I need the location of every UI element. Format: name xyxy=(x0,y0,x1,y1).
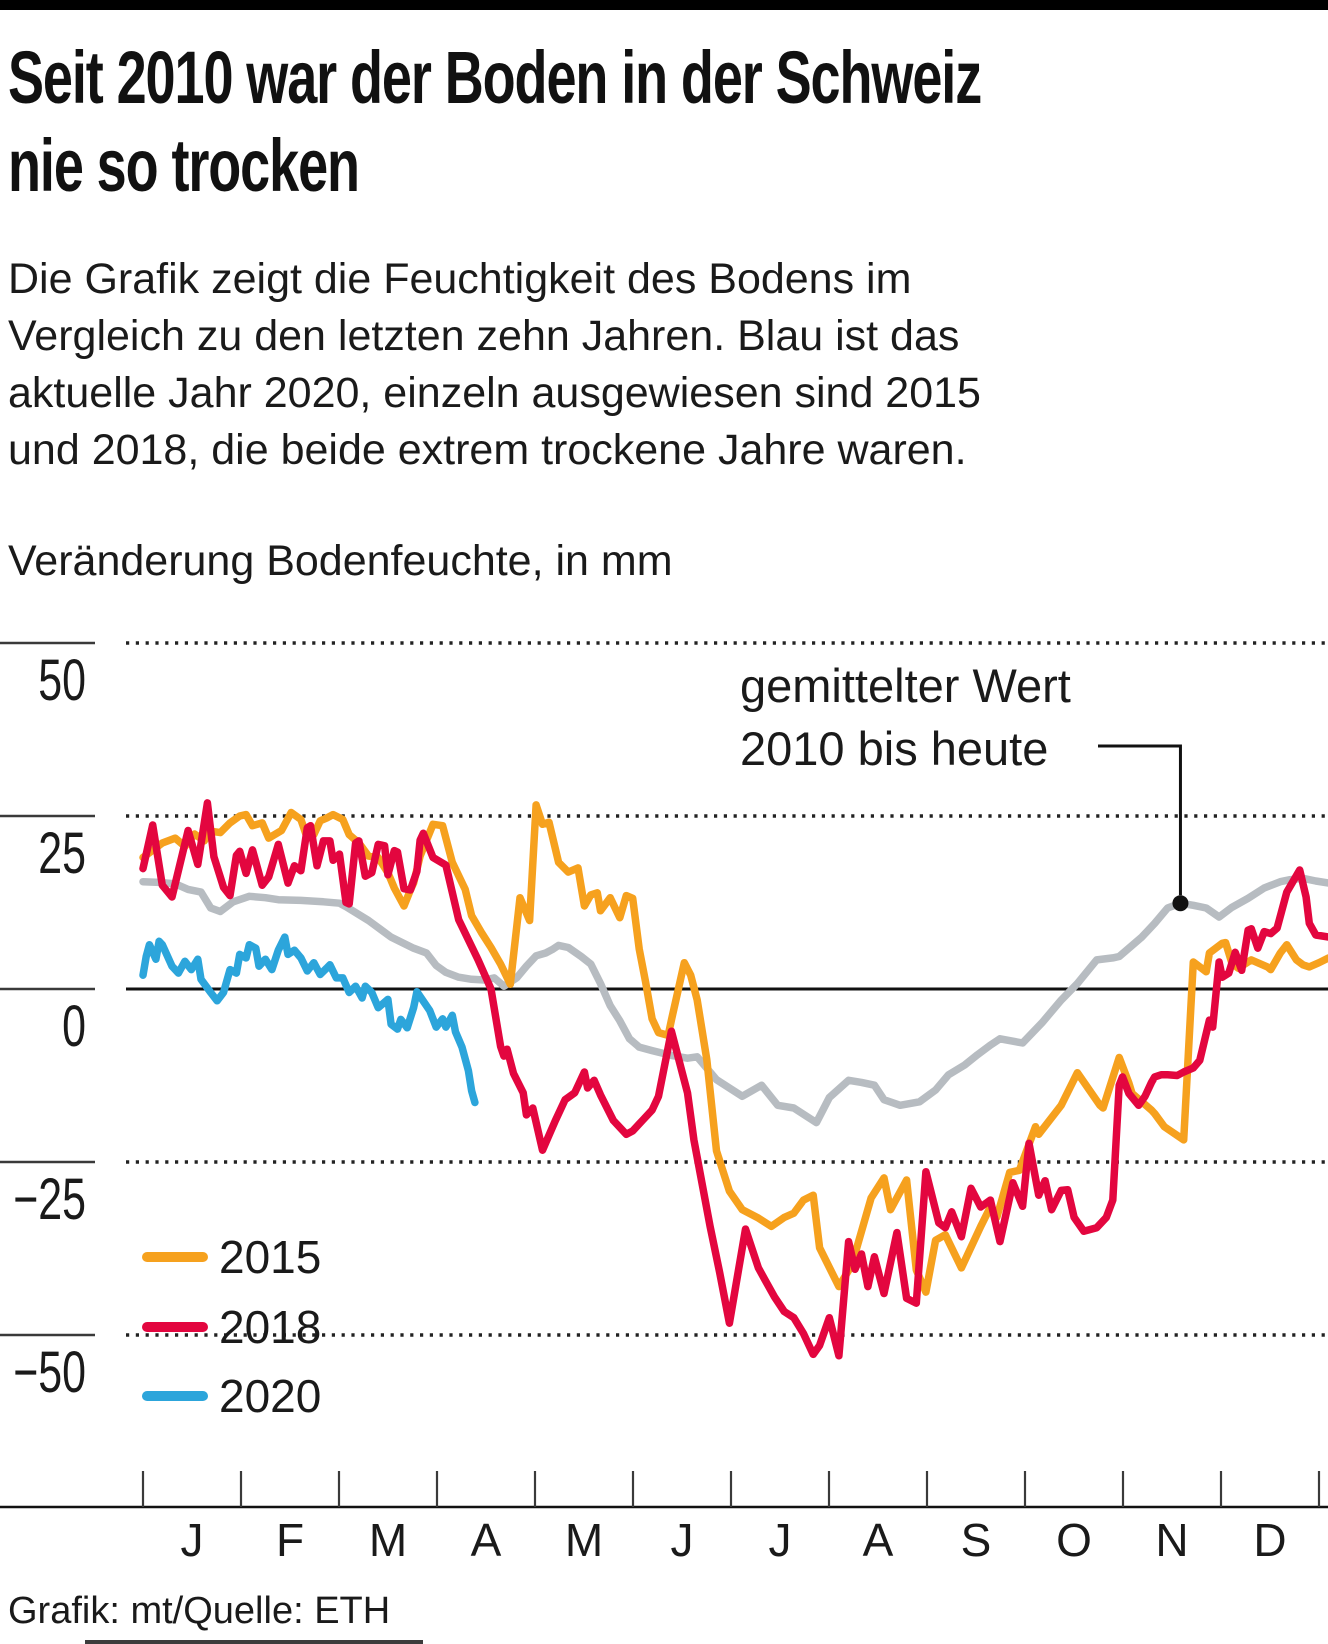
month-label-2: M xyxy=(369,1514,407,1566)
source-credit: Grafik: mt/Quelle: ETH xyxy=(8,1590,391,1632)
y-tick-label-50: 50 xyxy=(38,648,86,713)
month-label-1: F xyxy=(276,1514,304,1566)
legend-label-2018: 2018 xyxy=(219,1301,321,1353)
month-label-10: N xyxy=(1155,1514,1188,1566)
month-label-6: J xyxy=(769,1514,792,1566)
page-title: Seit 2010 war der Boden in der Schweiz n… xyxy=(8,36,982,207)
annotation-line1: gemittelter Wert xyxy=(740,659,1071,712)
intro-text: Die Grafik zeigt die Feuchtigkeit des Bo… xyxy=(8,255,981,474)
annotation-connector xyxy=(1098,744,1182,896)
y-tick-label-0: 0 xyxy=(62,994,86,1059)
bottom-crop-line xyxy=(85,1640,423,1644)
month-label-4: M xyxy=(565,1514,603,1566)
month-label-11: D xyxy=(1253,1514,1286,1566)
annotation-dot xyxy=(1172,895,1189,912)
chart-axis-title: Veränderung Bodenfeuchte, in mm xyxy=(8,537,673,585)
legend-label-2020: 2020 xyxy=(219,1370,321,1422)
month-label-8: S xyxy=(961,1514,992,1566)
series-2015 xyxy=(139,801,1328,1296)
series-mean-2010-heute xyxy=(139,874,1328,1127)
annotation-line2: 2010 bis heute xyxy=(740,722,1048,775)
month-label-3: A xyxy=(471,1514,502,1566)
series-2018 xyxy=(139,799,1328,1360)
top-accent-bar xyxy=(0,0,1328,10)
legend-label-2015: 2015 xyxy=(219,1231,321,1283)
y-tick-label-25: 25 xyxy=(38,821,86,886)
month-label-7: A xyxy=(863,1514,894,1566)
month-label-0: J xyxy=(181,1514,204,1566)
month-label-5: J xyxy=(671,1514,694,1566)
series-2020 xyxy=(139,933,479,1107)
y-tick-label--25: −25 xyxy=(13,1167,86,1232)
y-tick-label--50: −50 xyxy=(13,1340,86,1405)
month-label-9: O xyxy=(1056,1514,1092,1566)
